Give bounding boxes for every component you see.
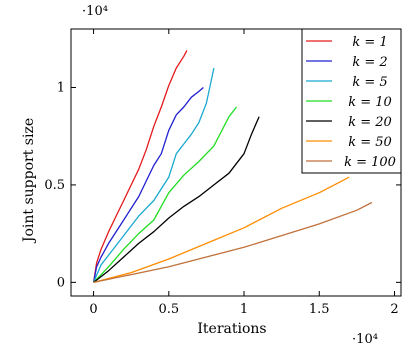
legend-label: k = 20 [348, 115, 392, 130]
series-line-2 [92, 87, 204, 283]
x-tick-label: 1 [240, 302, 248, 317]
x-axis-multiplier: ·10⁴ [352, 332, 378, 347]
legend-label: k = 2 [352, 55, 387, 70]
legend-label: k = 50 [348, 135, 392, 150]
y-tick-label: 0 [57, 275, 65, 290]
legend-label: k = 5 [352, 75, 387, 90]
y-axis-multiplier: ·10⁴ [82, 4, 108, 19]
series-line-3 [93, 67, 215, 283]
series-line-6 [93, 176, 350, 284]
y-tick-label: 1 [57, 80, 65, 95]
series-line-7 [93, 201, 373, 284]
x-tick-label: 0.5 [158, 302, 179, 317]
y-axis-label: Joint support size [21, 118, 37, 244]
series-line-5 [93, 116, 260, 283]
x-tick-label: 1.5 [309, 302, 330, 317]
series-line-4 [93, 106, 238, 283]
series-line-1 [92, 50, 188, 283]
x-axis-label: Iterations [197, 321, 266, 337]
legend-label: k = 1 [352, 35, 387, 50]
x-tick-label: 0 [89, 302, 97, 317]
legend-label: k = 10 [348, 95, 392, 110]
legend-label: k = 100 [344, 155, 396, 170]
x-tick-label: 2 [390, 302, 398, 317]
y-tick-label: 0.5 [44, 178, 65, 193]
